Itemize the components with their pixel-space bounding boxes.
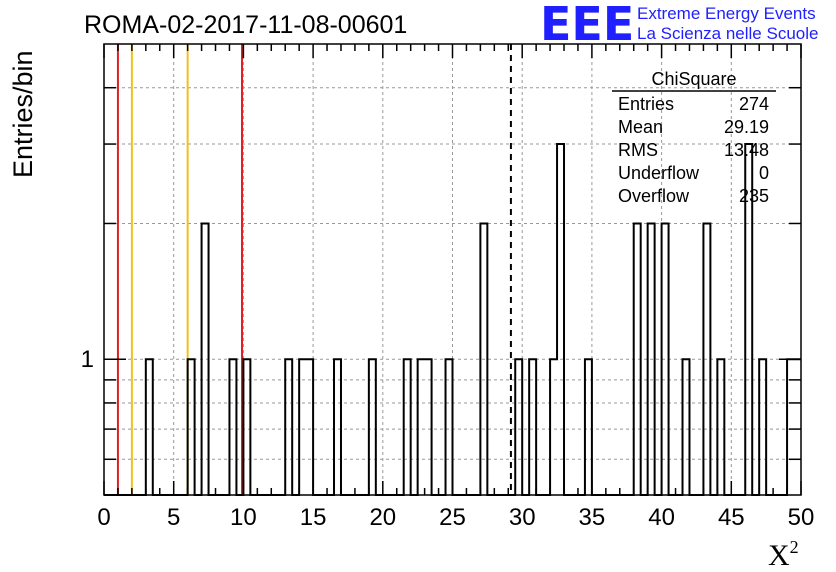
eee-logo-line1: Extreme Energy Events — [637, 4, 816, 23]
stat-value: 29.19 — [724, 117, 769, 137]
plot-frame — [103, 43, 802, 496]
x-axis-label: X2 — [768, 537, 799, 572]
y-axis-label: Entries/bin — [8, 50, 38, 178]
stats-box-rows: Entries 274 Mean 29.19 RMS 13.48 Underflow 0 Ove… — [618, 94, 769, 206]
x-axis-label-base: X — [768, 539, 790, 572]
x-axis-label-superscript: 2 — [790, 537, 799, 557]
stat-label: Entries — [618, 94, 674, 114]
stat-value: 13.48 — [724, 140, 769, 160]
stat-value: 274 — [739, 94, 769, 114]
x-tick-label: 45 — [718, 504, 745, 531]
y-tick-labels: 1 — [81, 346, 94, 373]
x-tick-label: 0 — [97, 504, 110, 531]
x-tick-label: 25 — [439, 504, 466, 531]
x-tick-labels: 0 5 10 15 20 25 30 35 40 45 50 — [97, 504, 814, 531]
eee-logo: EEE Extreme Energy Events La Scienza nel… — [540, 0, 818, 51]
stat-value: 235 — [739, 186, 769, 206]
chart-title: ROMA-02-2017-11-08-00601 — [84, 11, 407, 39]
y-tick-label: 1 — [81, 346, 94, 373]
x-tick-label: 20 — [369, 504, 396, 531]
x-tick-label: 40 — [648, 504, 675, 531]
x-tick-label: 10 — [230, 504, 257, 531]
x-tick-label: 35 — [579, 504, 606, 531]
stat-label: Overflow — [618, 186, 690, 206]
stat-label: Underflow — [618, 163, 700, 183]
reference-lines — [116, 44, 244, 495]
eee-logo-line2: La Scienza nelle Scuole — [637, 24, 818, 43]
stat-label: RMS — [618, 140, 658, 160]
stats-box: ChiSquare Entries 274 Mean 29.19 RMS 13.48 Und… — [612, 69, 776, 206]
x-tick-label: 15 — [300, 504, 327, 531]
x-tick-label: 5 — [167, 504, 180, 531]
stats-box-title: ChiSquare — [651, 69, 736, 89]
stat-value: 0 — [759, 163, 769, 183]
stat-label: Mean — [618, 117, 663, 137]
x-tick-label: 30 — [509, 504, 536, 531]
x-tick-label: 50 — [788, 504, 815, 531]
eee-logo-text: EEE — [540, 0, 634, 51]
